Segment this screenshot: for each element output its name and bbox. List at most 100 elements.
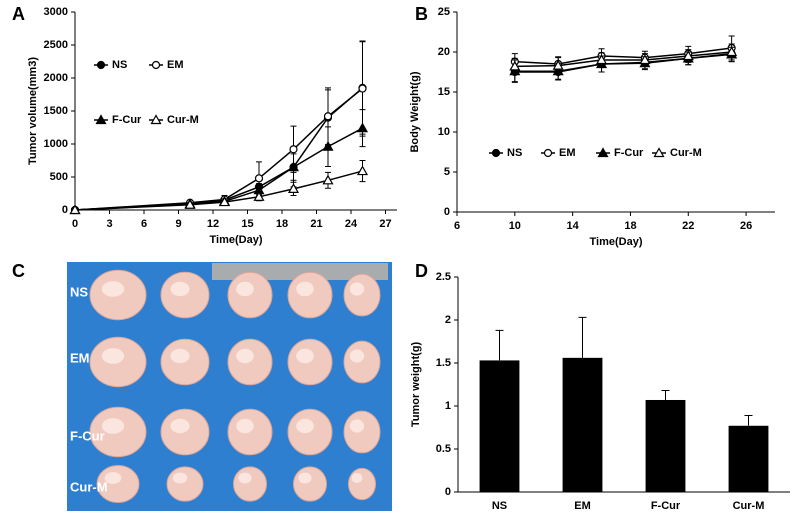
x-tick-label: 27 — [379, 218, 391, 230]
x-tick-label: 18 — [624, 220, 636, 232]
x-tick-label: 22 — [682, 220, 694, 232]
legend-label: F-Cur — [112, 114, 142, 126]
marker — [356, 165, 369, 176]
y-tick-label: 0 — [444, 206, 450, 218]
series-line — [514, 53, 732, 72]
row-label: F-Cur — [70, 428, 105, 443]
y-tick-label: 1.5 — [436, 357, 451, 369]
tumor — [287, 338, 333, 386]
tumor-highlight — [236, 348, 254, 364]
marker — [287, 183, 300, 193]
y-tick-label: 2500 — [44, 39, 68, 51]
legend-label: Cur-M — [670, 147, 702, 159]
x-tick-label: 18 — [276, 218, 288, 230]
y-tick-label: 20 — [438, 46, 450, 58]
tumor — [343, 410, 381, 454]
tumor — [348, 467, 376, 501]
panel-letter: C — [12, 261, 25, 281]
tumor — [287, 408, 333, 456]
marker — [322, 140, 334, 151]
legend-label: F-Cur — [614, 147, 644, 159]
marker — [184, 198, 196, 209]
row-label: EM — [70, 350, 90, 365]
tumor-samples — [89, 269, 381, 504]
marker — [289, 145, 298, 154]
panel-letter: D — [415, 261, 428, 281]
x-tick-label: 24 — [345, 218, 358, 230]
marker — [218, 196, 231, 207]
error-bar — [661, 390, 670, 400]
y-tick-label: 0 — [62, 204, 68, 216]
tumor — [293, 466, 327, 502]
x-tick-label: 0 — [72, 218, 78, 230]
legend-marker — [597, 147, 609, 158]
y-tick-label: 3000 — [44, 6, 68, 18]
y-tick-label: 2 — [445, 314, 451, 326]
y-axis-label: Body Weight(g) — [409, 71, 421, 152]
x-tick-label: 6 — [141, 218, 147, 230]
marker — [322, 174, 334, 185]
y-tick-label: 15 — [438, 86, 450, 98]
y-tick-label: 1 — [445, 400, 451, 412]
tumor — [233, 466, 267, 502]
tumor — [287, 271, 333, 319]
tumor-highlight — [296, 348, 314, 364]
tumor — [343, 340, 381, 384]
x-tick-label: 14 — [567, 220, 580, 232]
legend-marker — [491, 148, 501, 158]
tumor-highlight — [349, 349, 365, 363]
y-axis-label: Tumor weight(g) — [410, 341, 422, 427]
tumor-highlight — [349, 419, 365, 433]
series-line — [514, 47, 732, 65]
tumor-highlight — [298, 472, 312, 484]
legend-marker — [543, 148, 553, 158]
marker — [254, 174, 264, 183]
bar — [562, 357, 603, 492]
y-tick-label: 5 — [444, 166, 450, 178]
tumor-highlight — [351, 473, 363, 483]
x-tick-label: 15 — [241, 218, 253, 230]
series-line — [514, 51, 732, 68]
error-bar — [744, 414, 753, 426]
y-tick-label: 0.5 — [436, 443, 451, 455]
tumor-highlight — [238, 472, 252, 484]
y-tick-label: 25 — [438, 6, 450, 18]
tumor-highlight — [170, 418, 190, 434]
marker — [358, 84, 367, 93]
tumor — [227, 338, 273, 386]
tumor — [227, 408, 273, 456]
x-tick-label: 10 — [509, 220, 521, 232]
marker — [253, 191, 265, 201]
marker — [639, 54, 651, 65]
tumor-highlight — [349, 282, 365, 296]
error-bar — [495, 329, 504, 361]
legend-label: EM — [167, 59, 184, 71]
tumor-highlight — [236, 281, 254, 297]
x-tick-label: Cur-M — [733, 500, 765, 512]
legend-marker — [653, 147, 665, 158]
x-axis-label: Time(Day) — [210, 234, 263, 246]
series-line — [74, 170, 363, 211]
y-tick-label: 2.5 — [436, 271, 451, 283]
y-tick-label: 0 — [445, 486, 451, 498]
marker — [726, 46, 738, 57]
marker — [509, 60, 521, 71]
row-label: Cur-M — [70, 479, 108, 494]
x-tick-label: 12 — [207, 218, 219, 230]
y-tick-label: 10 — [438, 126, 450, 138]
series-line — [74, 87, 363, 211]
legend-label: NS — [507, 147, 522, 159]
tumor-highlight — [170, 348, 190, 364]
marker — [682, 50, 694, 61]
tumor-highlight — [104, 472, 122, 484]
tumor-highlight — [101, 281, 125, 297]
series-line — [74, 87, 363, 211]
tumor — [227, 271, 273, 319]
marker — [356, 122, 369, 133]
legend-marker — [150, 114, 162, 125]
legend-marker — [96, 60, 106, 70]
legend-label: NS — [112, 59, 127, 71]
tumor-highlight — [170, 281, 190, 297]
series-line — [74, 127, 363, 211]
